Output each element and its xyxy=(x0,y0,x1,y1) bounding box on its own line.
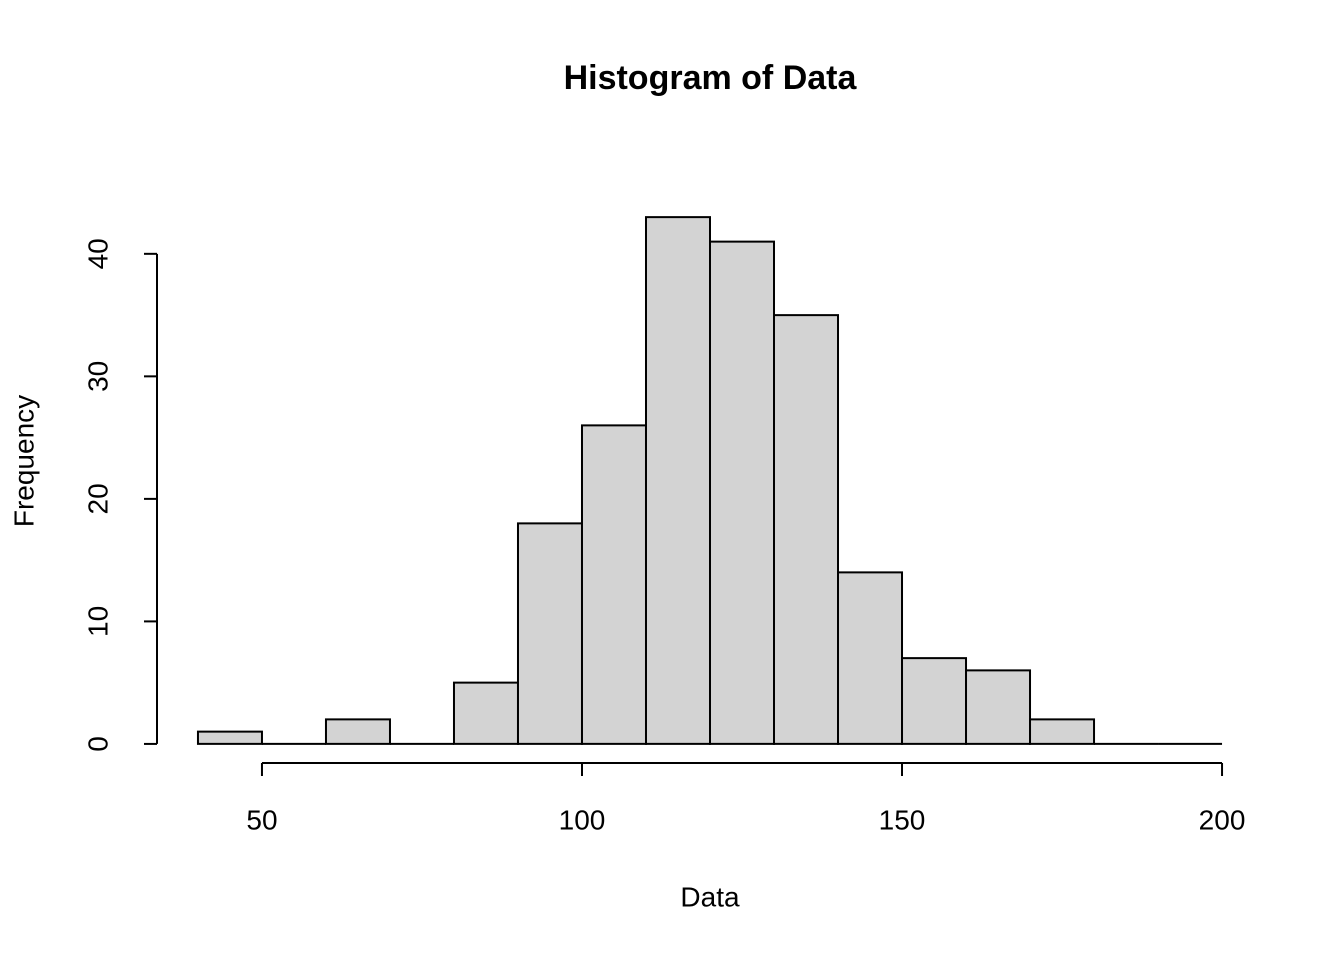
y-tick-label: 30 xyxy=(82,361,113,392)
bar xyxy=(1029,718,1096,745)
bar xyxy=(773,314,840,745)
bar xyxy=(709,240,776,745)
x-tick-label: 100 xyxy=(559,804,606,835)
y-tick-label: 0 xyxy=(82,736,113,752)
x-tick-label: 50 xyxy=(246,804,277,835)
bar xyxy=(580,424,647,745)
y-tick-label: 20 xyxy=(82,483,113,514)
bar xyxy=(901,657,968,745)
y-tick-label: 10 xyxy=(82,606,113,637)
x-tick-label: 150 xyxy=(879,804,926,835)
y-tick-label: 40 xyxy=(82,238,113,269)
bar xyxy=(324,718,391,745)
bar xyxy=(452,681,519,745)
x-tick-label: 200 xyxy=(1199,804,1246,835)
chart-title: Histogram of Data xyxy=(564,59,858,97)
x-axis-label: Data xyxy=(680,881,740,912)
bar xyxy=(644,216,711,745)
bar xyxy=(196,730,263,745)
y-axis-label: Frequency xyxy=(8,395,39,527)
bar xyxy=(837,571,904,745)
bar xyxy=(965,669,1032,745)
bar xyxy=(516,522,583,745)
